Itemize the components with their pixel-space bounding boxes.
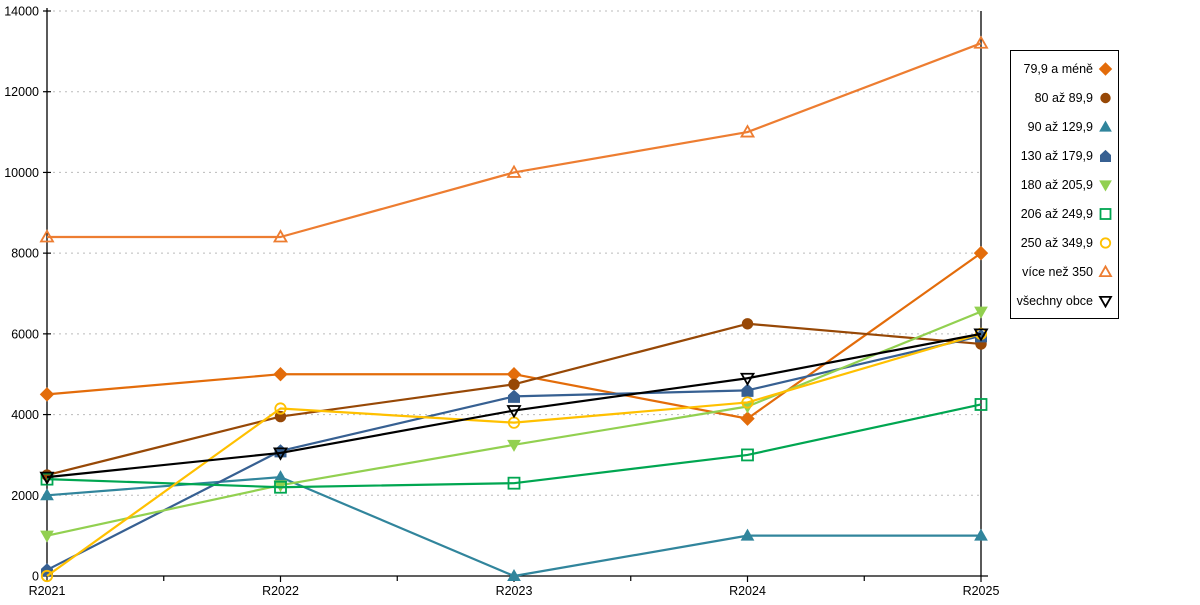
- marker-circle: [508, 378, 520, 391]
- legend-marker-icon: [1098, 295, 1113, 308]
- marker-triangle-down: [40, 530, 54, 543]
- marker-triangle-up-hollow: [739, 124, 756, 138]
- x-axis-label: R2025: [963, 584, 1000, 598]
- legend-item-6: 206 až 249,9: [1011, 199, 1118, 228]
- legend-label: 80 až 89,9: [1034, 90, 1093, 105]
- legend-marker-icon: [1100, 149, 1111, 162]
- series-8: [39, 35, 989, 243]
- legend-label: 79,9 a méně: [1023, 61, 1094, 76]
- marker-pentagon: [741, 383, 754, 397]
- y-axis-label: 6000: [11, 327, 39, 341]
- legend-item-1: 79,9 a méně: [1011, 54, 1118, 83]
- marker-triangle-down: [273, 480, 288, 493]
- marker-diamond: [1098, 62, 1113, 76]
- legend-item-4: 130 až 179,9: [1011, 141, 1118, 170]
- legend-label: 180 až 205,9: [1020, 177, 1093, 192]
- series-3: [40, 470, 988, 581]
- legend-label: více než 350: [1022, 264, 1093, 279]
- marker-triangle-down: [1099, 180, 1112, 192]
- marker-triangle-up-hollow: [1098, 264, 1113, 278]
- legend-label: 250 až 349,9: [1020, 235, 1093, 250]
- series-line: [47, 42, 982, 239]
- marker-triangle-up: [40, 488, 54, 501]
- legend-label: všechny obce: [1016, 293, 1093, 308]
- marker-diamond: [973, 245, 989, 261]
- legend-item-7: 250 až 349,9: [1011, 228, 1118, 257]
- legend-marker-icon: [1098, 264, 1113, 278]
- series-9: [39, 328, 989, 485]
- legend-label: 90 až 129,9: [1027, 119, 1093, 134]
- legend-label: 130 až 179,9: [1020, 148, 1093, 163]
- series-5: [40, 306, 988, 543]
- marker-diamond: [39, 387, 55, 402]
- marker-square-hollow: [274, 480, 287, 494]
- y-axis-label: 4000: [11, 408, 39, 422]
- x-axis-label: R2023: [496, 584, 533, 598]
- legend-marker-icon: [1099, 180, 1112, 192]
- legend-marker-icon: [1099, 237, 1112, 249]
- marker-triangle-up: [507, 568, 521, 581]
- legend-label: 206 až 249,9: [1020, 206, 1093, 221]
- marker-circle-hollow: [274, 402, 287, 415]
- marker-square-hollow: [507, 476, 521, 490]
- y-axis-label: 0: [32, 570, 39, 584]
- marker-pentagon: [1100, 149, 1111, 162]
- marker-triangle-up-hollow: [39, 229, 55, 243]
- legend-item-3: 90 až 129,9: [1011, 112, 1118, 141]
- legend-marker-icon: [1099, 208, 1112, 220]
- marker-triangle-up-hollow: [973, 35, 989, 49]
- series-6: [40, 398, 988, 494]
- chart-legend: 79,9 a méně 80 až 89,9 90 až 129,9 130 až 1…: [1010, 50, 1119, 319]
- marker-triangle-down: [507, 439, 521, 452]
- legend-marker-icon: [1099, 120, 1112, 132]
- y-axis-label: 12000: [4, 85, 39, 99]
- legend-item-8: více než 350: [1011, 257, 1118, 286]
- y-axis-label: 8000: [11, 247, 39, 261]
- marker-diamond: [740, 411, 755, 426]
- legend-item-5: 180 až 205,9: [1011, 170, 1118, 199]
- series-line: [46, 476, 981, 578]
- marker-triangle-down-hollow: [272, 447, 289, 461]
- legend-marker-icon: [1098, 62, 1113, 76]
- marker-triangle-down-hollow: [739, 372, 756, 387]
- marker-triangle-up: [1099, 120, 1112, 132]
- marker-triangle-up-hollow: [506, 164, 522, 178]
- y-axis-label: 14000: [4, 5, 39, 19]
- marker-square-hollow: [1099, 208, 1112, 220]
- x-axis-label: R2021: [29, 584, 66, 598]
- series-line: [46, 332, 982, 577]
- marker-triangle-down-hollow: [973, 328, 989, 342]
- marker-triangle-up-hollow: [272, 229, 289, 243]
- series-line: [46, 403, 982, 489]
- marker-diamond: [273, 367, 288, 382]
- series-line: [46, 332, 982, 479]
- x-axis-label: R2022: [262, 584, 299, 598]
- marker-square-hollow: [974, 398, 988, 411]
- legend-item-2: 80 až 89,9: [1011, 83, 1118, 112]
- marker-triangle-down-hollow: [506, 405, 522, 419]
- marker-circle-hollow: [1099, 237, 1112, 249]
- marker-triangle-up: [740, 528, 755, 541]
- marker-circle: [741, 318, 754, 330]
- marker-circle: [1100, 92, 1111, 104]
- marker-diamond: [506, 367, 522, 382]
- marker-triangle-down-hollow: [39, 471, 55, 485]
- legend-marker-icon: [1100, 92, 1111, 104]
- marker-triangle-down-hollow: [1098, 295, 1113, 308]
- x-axis-label: R2024: [729, 584, 766, 598]
- marker-triangle-up: [974, 528, 988, 541]
- y-axis-label: 10000: [4, 166, 39, 180]
- legend-item-9: všechny obce: [1011, 286, 1118, 315]
- y-axis-label: 2000: [11, 489, 39, 503]
- marker-square-hollow: [741, 448, 754, 462]
- marker-circle-hollow: [40, 569, 54, 583]
- marker-pentagon: [508, 389, 520, 403]
- marker-triangle-down: [974, 306, 988, 319]
- marker-circle-hollow: [741, 396, 754, 409]
